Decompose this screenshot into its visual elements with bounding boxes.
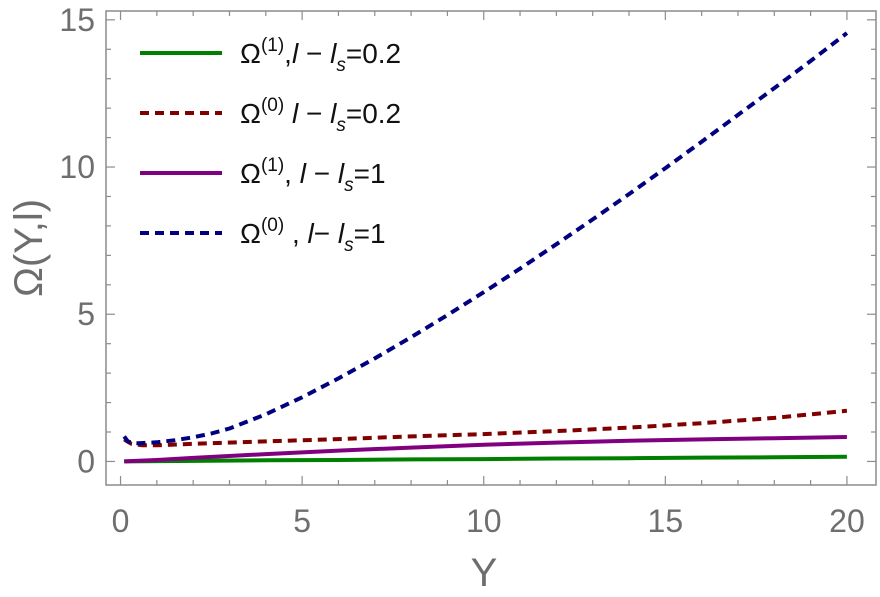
- legend: Ω(1),l − ls=0.2 Ω(0) l − ls=0.2 Ω(1), l − …: [140, 35, 401, 256]
- ticks: 0 5 10 15 20 0 5 10 15: [59, 2, 876, 539]
- legend-label-4: Ω(0) , l− ls=1: [240, 215, 386, 256]
- y-tick-label: 10: [59, 149, 95, 185]
- series-lines: [122, 31, 849, 464]
- legend-label-1: Ω(1),l − ls=0.2: [240, 35, 401, 76]
- legend-label-2: Ω(0) l − ls=0.2: [240, 95, 401, 136]
- plot-frame: [105, 10, 877, 486]
- y-axis-title: Ω(Y,l): [7, 199, 51, 297]
- x-axis-title: Y: [471, 551, 498, 595]
- series-line-1: [124, 454, 847, 464]
- series-line-2: [123, 408, 848, 448]
- y-tick-label: 15: [59, 2, 95, 38]
- y-tick-label: 0: [77, 443, 95, 479]
- legend-label-3: Ω(1), l − ls=1: [240, 155, 386, 196]
- series-line-3: [124, 435, 847, 464]
- x-tick-label: 15: [648, 503, 684, 539]
- x-tick-label: 20: [829, 503, 865, 539]
- x-tick-label: 10: [466, 503, 502, 539]
- y-tick-label: 5: [77, 296, 95, 332]
- x-tick-label: 0: [112, 503, 130, 539]
- x-tick-label: 5: [293, 503, 311, 539]
- series-line-4: [122, 31, 849, 446]
